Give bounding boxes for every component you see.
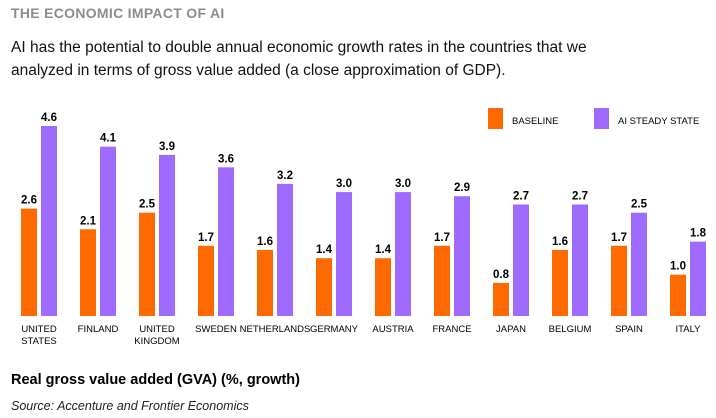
value-label-ai-5: 3.0 <box>336 178 352 190</box>
bar-ai-0 <box>41 126 57 316</box>
value-label-ai-2: 3.9 <box>159 141 175 153</box>
category-label-4: NETHERLANDS <box>240 324 311 335</box>
bar-chart: BASELINE AI STEADY STATE 2.6 4.6 UNITED STAT… <box>21 108 707 347</box>
category-label-7: FRANCE <box>432 324 471 335</box>
category-label-2: UNITED KINGDOM <box>134 324 179 347</box>
value-label-baseline-6: 1.4 <box>375 244 392 256</box>
legend-label-ai: AI STEADY STATE <box>618 116 699 127</box>
bar-baseline-8 <box>493 282 509 316</box>
bar-ai-10 <box>631 212 647 316</box>
value-label-baseline-1: 2.1 <box>80 215 97 227</box>
value-label-ai-7: 2.9 <box>454 182 470 194</box>
bar-ai-3 <box>218 167 234 316</box>
value-label-baseline-11: 1.0 <box>670 261 686 273</box>
bar-baseline-4 <box>257 249 273 316</box>
bar-ai-2 <box>159 154 175 316</box>
legend: BASELINE AI STEADY STATE <box>488 108 699 129</box>
legend-swatch-baseline <box>488 108 503 129</box>
category-label-11: ITALY <box>676 324 702 335</box>
bar-ai-6 <box>395 192 411 316</box>
value-label-baseline-5: 1.4 <box>316 244 333 256</box>
bar-baseline-9 <box>552 249 568 316</box>
bar-ai-11 <box>690 241 706 316</box>
category-label-9: BELGIUM <box>549 324 592 335</box>
bar-baseline-0 <box>21 208 37 316</box>
bar-ai-1 <box>100 146 116 316</box>
value-label-ai-6: 3.0 <box>395 178 411 190</box>
value-label-ai-3: 3.6 <box>218 153 234 165</box>
bar-baseline-3 <box>198 245 214 316</box>
bar-ai-4 <box>277 183 293 316</box>
chart-kicker: THE ECONOMIC IMPACT OF AI <box>11 5 225 21</box>
chart-subtitle: AI has the potential to double annual ec… <box>11 39 587 79</box>
source-note: Source: Accenture and Frontier Economics <box>11 399 249 413</box>
category-label-10: SPAIN <box>615 324 643 335</box>
bar-ai-9 <box>572 204 588 316</box>
value-label-baseline-3: 1.7 <box>198 232 214 244</box>
category-label-6: AUSTRIA <box>372 324 414 335</box>
bar-ai-5 <box>336 192 352 316</box>
category-label-3: SWEDEN <box>195 324 237 335</box>
legend-label-baseline: BASELINE <box>512 116 558 127</box>
value-label-ai-11: 1.8 <box>690 228 707 240</box>
value-label-baseline-7: 1.7 <box>434 232 450 244</box>
value-label-baseline-9: 1.6 <box>552 236 568 248</box>
value-label-ai-0: 4.6 <box>41 112 57 124</box>
bar-baseline-10 <box>611 245 627 316</box>
bar-baseline-11 <box>670 274 686 316</box>
value-label-baseline-8: 0.8 <box>493 269 510 281</box>
category-label-0: UNITED STATES <box>21 324 57 347</box>
category-label-5: GERMANY <box>310 324 359 335</box>
value-label-ai-9: 2.7 <box>572 190 588 202</box>
value-label-baseline-2: 2.5 <box>139 199 156 211</box>
bar-ai-8 <box>513 204 529 316</box>
bar-baseline-1 <box>80 229 96 316</box>
labels: 2.6 4.6 UNITED STATES 2.1 4.1 FINLAND 2.5 3.9 UNI… <box>21 112 707 347</box>
bar-baseline-5 <box>316 258 332 316</box>
value-label-baseline-10: 1.7 <box>611 232 627 244</box>
value-label-ai-8: 2.7 <box>513 190 529 202</box>
bar-ai-7 <box>454 196 470 316</box>
bar-baseline-6 <box>375 258 391 316</box>
value-label-ai-4: 3.2 <box>277 170 293 182</box>
chart-title: Real gross value added (GVA) (%, growth) <box>11 372 300 388</box>
bar-baseline-2 <box>139 212 155 316</box>
bars <box>21 126 706 316</box>
value-label-baseline-4: 1.6 <box>257 236 273 248</box>
category-label-1: FINLAND <box>78 324 119 335</box>
value-label-ai-10: 2.5 <box>631 199 648 211</box>
legend-swatch-ai <box>594 108 609 129</box>
category-label-8: JAPAN <box>496 324 526 335</box>
value-label-baseline-0: 2.6 <box>21 195 37 207</box>
bar-baseline-7 <box>434 245 450 316</box>
value-label-ai-1: 4.1 <box>100 133 117 145</box>
